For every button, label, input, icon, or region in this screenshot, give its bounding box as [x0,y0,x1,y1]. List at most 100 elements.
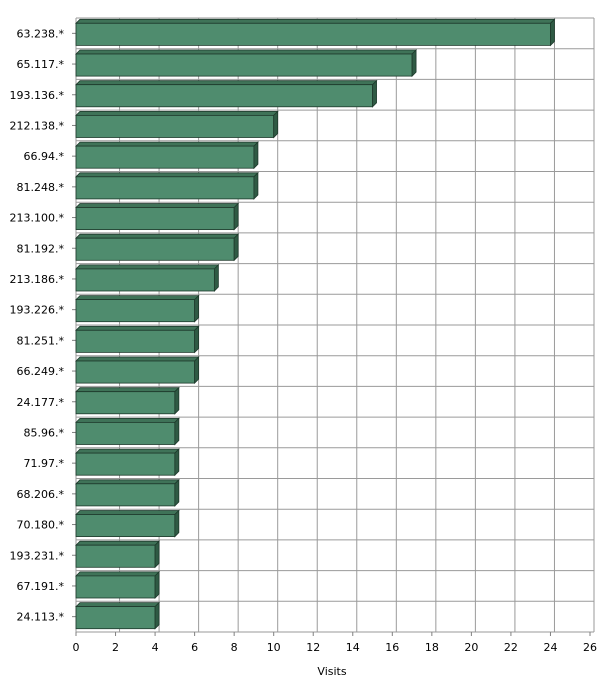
category-label: 85.96.* [24,426,65,439]
bar-top-face [75,417,180,423]
bar-end-face [213,263,219,292]
x-tick-label: 22 [504,641,518,654]
bar-end-face [154,570,160,599]
bar-end-face [550,18,555,47]
bar-front-face [75,268,215,292]
bar [75,386,180,415]
bar-top-face [75,325,200,331]
category-label: 193.231.* [10,549,65,562]
bar [75,417,180,446]
bar-end-face [194,356,200,385]
bar-end-face [174,448,180,477]
bar [75,110,279,139]
bar [75,509,180,538]
bar-top-face [75,233,240,239]
category-label: 81.251.* [17,334,65,347]
category-label: 70.180.* [17,519,65,532]
bar-end-face [411,49,417,78]
bar [75,202,240,231]
bar-front-face [75,53,413,77]
bar-end-face [154,540,160,569]
bar-front-face [75,145,255,169]
x-tick-label: 18 [425,641,439,654]
category-label: 193.226.* [10,304,65,317]
bar-top-face [75,356,200,362]
bar-front-face [75,176,255,200]
category-labels: 63.238.* 65.117.* 193.136.* 212.138.* 66.94.… [10,27,65,623]
x-tick-label: 16 [385,641,399,654]
category-label: 213.186.* [10,273,65,286]
bar-front-face [75,575,156,599]
bar-front-face [75,360,196,384]
category-label: 81.248.* [17,181,65,194]
bar-end-face [174,509,180,538]
category-label: 212.138.* [10,119,65,132]
bar [75,601,161,630]
bar-end-face [194,294,200,323]
bar-top-face [75,479,180,485]
x-tick-labels: 0 2 4 6 8 10 12 14 16 18 20 22 24 26 [73,641,598,654]
category-label: 66.94.* [24,150,65,163]
category-label: 67.191.* [17,580,65,593]
bar-top-face [75,110,279,116]
bar [75,356,200,385]
bar-top-face [75,387,180,393]
bar-front-face [75,544,156,568]
category-label: 193.136.* [10,89,65,102]
bar-end-face [253,141,259,170]
bar-end-face [174,478,180,507]
bar-end-face [253,171,259,200]
bar-top-face [75,80,378,86]
bar-front-face [75,22,551,46]
category-label: 213.100.* [10,212,65,225]
bar [75,49,418,78]
bar-end-face [154,601,160,630]
x-tick-label: 20 [464,641,478,654]
category-label: 24.177.* [17,396,65,409]
bar [75,263,220,292]
bar [75,233,240,262]
bars-layer [75,18,556,630]
bar [75,79,378,108]
category-label: 81.192.* [17,242,65,255]
bar-front-face [75,483,176,507]
bar-end-face [273,110,279,139]
grid-layer [72,17,595,636]
x-axis-title: Visits [317,665,346,678]
x-tick-label: 4 [152,641,159,654]
x-tick-label: 6 [191,641,198,654]
x-tick-label: 26 [583,641,597,654]
bar-front-face [75,207,235,231]
bar-front-face [75,329,196,353]
bar-front-face [75,452,176,476]
bar-top-face [75,172,259,178]
x-tick-label: 2 [112,641,119,654]
category-label: 71.97.* [24,457,65,470]
bar-front-face [75,391,176,415]
category-label: 65.117.* [17,58,65,71]
bar [75,478,180,507]
bar-top-face [75,264,220,270]
bar-top-face [75,49,418,55]
bar-top-face [75,540,161,546]
x-tick-label: 12 [306,641,320,654]
category-label: 24.113.* [17,611,65,624]
bar-front-face [75,84,373,108]
bar-front-face [75,421,176,445]
bar [75,294,200,323]
bar-front-face [75,114,275,138]
bar-top-face [75,18,556,24]
x-tick-label: 10 [267,641,281,654]
bar-top-face [75,571,161,577]
bar-top-face [75,141,259,147]
category-label: 63.238.* [17,27,65,40]
bar-end-face [174,417,180,446]
x-tick-label: 14 [346,641,360,654]
bar-end-face [372,79,377,108]
x-tick-label: 24 [543,641,557,654]
bar [75,141,259,170]
x-tick-label: 8 [231,641,238,654]
bar-front-face [75,514,176,538]
